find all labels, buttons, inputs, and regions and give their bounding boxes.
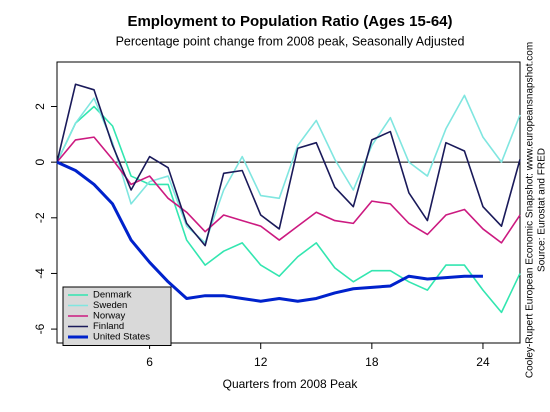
series-line	[56, 105, 521, 314]
legend-label: United States	[93, 332, 150, 343]
x-tick-label: 24	[476, 355, 490, 369]
chart-subtitle: Percentage point change from 2008 peak, …	[116, 34, 465, 48]
series-line	[56, 83, 521, 247]
y-tick-label: 0	[33, 159, 47, 166]
series-line	[56, 160, 483, 303]
y-tick-label: -4	[33, 268, 47, 279]
x-axis-label: Quarters from 2008 Peak	[223, 377, 359, 391]
y-tick-label: 2	[33, 103, 47, 110]
y-tick-label: -6	[33, 323, 47, 334]
y-tick-label: -2	[33, 212, 47, 223]
x-tick-label: 18	[365, 355, 379, 369]
x-tick-label: 6	[146, 355, 153, 369]
legend-label: Norway	[93, 311, 125, 322]
chart-title: Employment to Population Ratio (Ages 15-…	[127, 13, 452, 30]
note: Source: Eurostat and FRED	[537, 148, 548, 272]
plot-frame	[56, 61, 521, 344]
legend-label: Denmark	[93, 290, 132, 301]
legend-label: Finland	[93, 321, 124, 332]
note: Cooley-Rupert European Economic Snapshot…	[525, 42, 536, 378]
series-line	[56, 94, 521, 244]
legend-label: Sweden	[93, 300, 127, 311]
x-tick-label: 12	[254, 355, 268, 369]
